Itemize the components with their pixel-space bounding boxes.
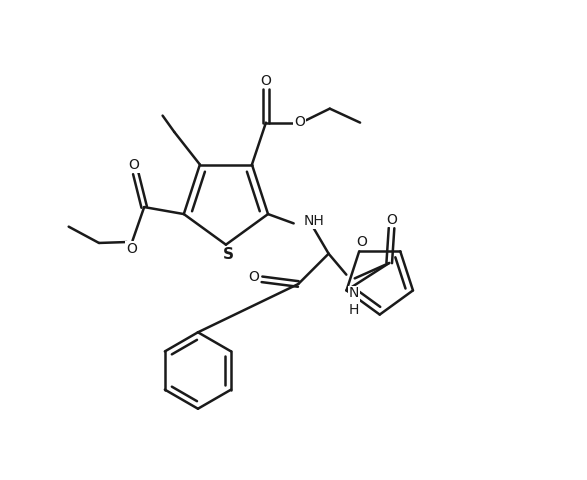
Text: NH: NH — [304, 214, 325, 228]
Text: O: O — [386, 213, 397, 227]
Text: N
H: N H — [349, 286, 359, 316]
Text: O: O — [126, 242, 137, 256]
Text: O: O — [294, 115, 305, 129]
Text: O: O — [248, 270, 259, 284]
Text: S: S — [222, 247, 234, 263]
Text: O: O — [356, 235, 367, 249]
Text: O: O — [128, 158, 139, 172]
Text: O: O — [261, 73, 271, 88]
